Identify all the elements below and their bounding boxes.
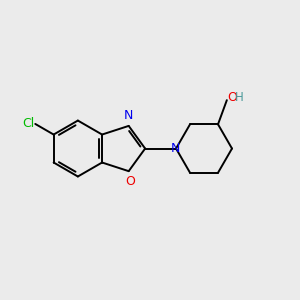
Text: O: O: [227, 91, 237, 104]
Text: Cl: Cl: [22, 117, 34, 130]
Text: N: N: [171, 142, 180, 155]
Text: H: H: [235, 91, 244, 104]
Text: O: O: [125, 175, 135, 188]
Text: N: N: [124, 110, 134, 122]
